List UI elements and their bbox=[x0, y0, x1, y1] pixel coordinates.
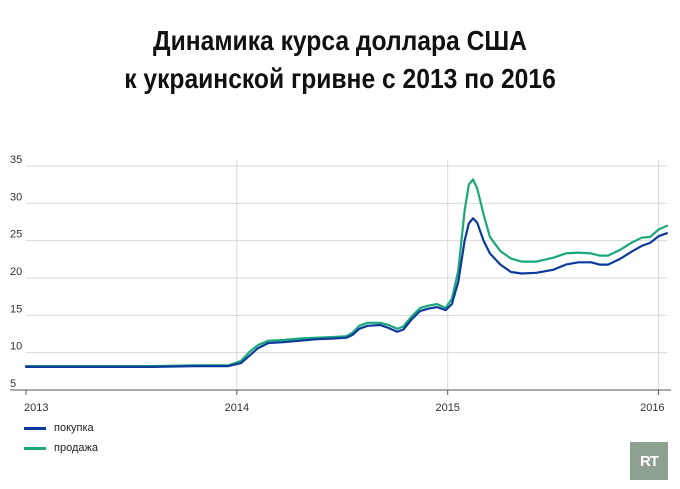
grid bbox=[26, 160, 667, 390]
series bbox=[24, 178, 669, 368]
legend-item-buy: покупка bbox=[24, 418, 98, 438]
y-tick-label: 25 bbox=[10, 229, 22, 241]
y-tick-label: 10 bbox=[10, 341, 22, 353]
series-line-buy bbox=[24, 217, 669, 368]
y-tick-label: 20 bbox=[10, 266, 22, 278]
legend: покупка продажа bbox=[24, 418, 98, 458]
legend-swatch-buy bbox=[24, 426, 46, 430]
y-tick-label: 35 bbox=[10, 154, 22, 166]
chart-title-line-2: к украинской гривне с 2013 по 2016 bbox=[124, 63, 556, 94]
legend-label-sell: продажа bbox=[54, 442, 98, 454]
y-tick-label: 30 bbox=[10, 191, 22, 203]
x-tick-label: 2014 bbox=[225, 402, 249, 414]
x-tick-label: 2013 bbox=[24, 402, 48, 414]
y-tick-label: 5 bbox=[10, 378, 16, 390]
axes: 5 10 15 20 25 30 35 2013 2014 2015 2016 bbox=[10, 154, 671, 414]
chart-title-line-1: Динамика курса доллара США bbox=[153, 25, 527, 56]
chart-title: Динамика курса доллара США к украинской … bbox=[41, 22, 639, 98]
legend-label-buy: покупка bbox=[54, 422, 94, 434]
series-line-sell bbox=[24, 178, 669, 368]
y-tick-label: 15 bbox=[10, 303, 22, 315]
legend-item-sell: продажа bbox=[24, 438, 98, 458]
rt-logo: RT bbox=[630, 442, 668, 480]
x-tick-label: 2016 bbox=[640, 402, 664, 414]
x-tick-label: 2015 bbox=[435, 402, 459, 414]
legend-swatch-sell bbox=[24, 446, 46, 450]
